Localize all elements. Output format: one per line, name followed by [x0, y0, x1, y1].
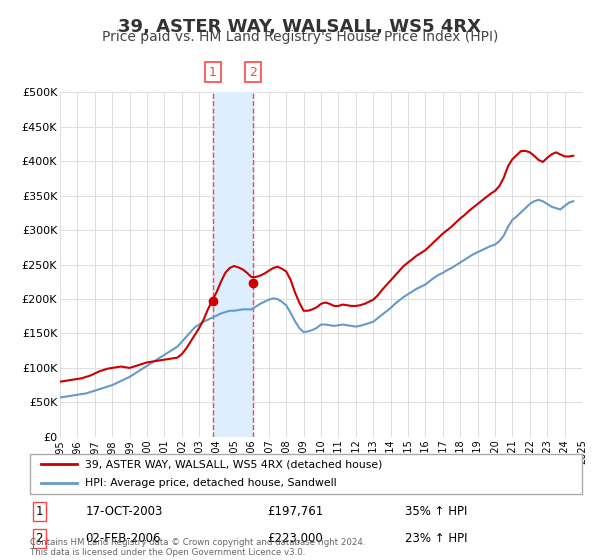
Text: 17-OCT-2003: 17-OCT-2003	[85, 505, 163, 518]
Bar	[213, 92, 253, 437]
Text: 02-FEB-2006: 02-FEB-2006	[85, 532, 161, 545]
Text: 35% ↑ HPI: 35% ↑ HPI	[406, 505, 468, 518]
Text: Contains HM Land Registry data © Crown copyright and database right 2024.
This d: Contains HM Land Registry data © Crown c…	[30, 538, 365, 557]
FancyBboxPatch shape	[30, 454, 582, 494]
Text: £223,000: £223,000	[268, 532, 323, 545]
Text: 1: 1	[35, 505, 43, 518]
Text: HPI: Average price, detached house, Sandwell: HPI: Average price, detached house, Sand…	[85, 478, 337, 488]
Text: 1: 1	[209, 66, 217, 78]
Text: 23% ↑ HPI: 23% ↑ HPI	[406, 532, 468, 545]
Text: 2: 2	[249, 66, 257, 78]
Text: £197,761: £197,761	[268, 505, 323, 518]
Text: 39, ASTER WAY, WALSALL, WS5 4RX: 39, ASTER WAY, WALSALL, WS5 4RX	[119, 18, 482, 36]
Text: 2: 2	[35, 532, 43, 545]
Text: 39, ASTER WAY, WALSALL, WS5 4RX (detached house): 39, ASTER WAY, WALSALL, WS5 4RX (detache…	[85, 460, 383, 469]
Text: Price paid vs. HM Land Registry's House Price Index (HPI): Price paid vs. HM Land Registry's House …	[102, 30, 498, 44]
